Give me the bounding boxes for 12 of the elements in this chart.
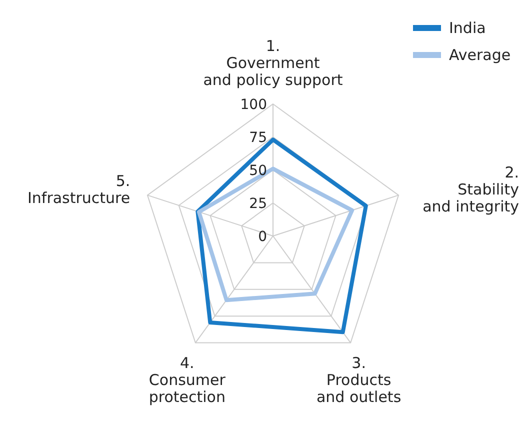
spoke-label: 3. Products and outlets [316,354,402,406]
spoke-label: 5. Infrastructure [27,172,130,207]
y-tick-label: 50 [249,163,267,179]
spoke-label: 2. Stability and integrity [422,163,520,216]
spoke-label: 1. Government and policy support [203,37,343,89]
y-tick-label: 0 [258,229,267,245]
legend-label: Average [449,46,511,64]
legend-label: India [449,19,486,37]
y-tick-label: 75 [249,130,267,146]
y-tick-label: 25 [249,196,267,212]
spoke-label: 4. Consumer protection [148,354,226,406]
y-tick-label: 100 [240,97,267,113]
